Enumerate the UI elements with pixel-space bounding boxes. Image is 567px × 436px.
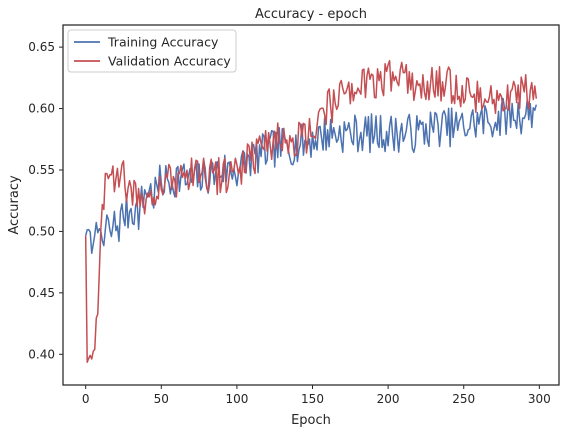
x-tick-label: 100 (225, 392, 248, 406)
x-tick-label: 150 (301, 392, 324, 406)
legend-label: Validation Accuracy (108, 54, 231, 69)
y-tick-label: 0.45 (28, 286, 55, 300)
x-axis-label: Epoch (291, 413, 331, 428)
y-tick-label: 0.65 (28, 40, 55, 54)
x-tick-label: 50 (154, 392, 169, 406)
series-layer (84, 59, 538, 363)
chart-title: Accuracy - epoch (255, 7, 367, 22)
x-tick-label: 200 (377, 392, 400, 406)
x-tick-label: 300 (528, 392, 551, 406)
y-axis-label: Accuracy (7, 175, 22, 235)
x-axis: 0 50 100 150 200 250 300 (82, 385, 551, 406)
plot-frame (62, 24, 560, 386)
x-tick-label: 0 (82, 392, 90, 406)
legend-box (67, 29, 237, 73)
legend: Training Accuracy Validation Accuracy (67, 29, 237, 73)
x-tick-label: 250 (452, 392, 475, 406)
legend-label: Training Accuracy (107, 35, 219, 50)
series-line-training (84, 97, 538, 254)
y-tick-label: 0.60 (28, 102, 55, 116)
series-line-validation (84, 59, 538, 363)
y-tick-label: 0.50 (28, 224, 55, 238)
y-tick-label: 0.40 (28, 347, 55, 361)
y-axis: 0.40 0.45 0.50 0.55 0.60 0.65 (28, 40, 63, 361)
y-tick-label: 0.55 (28, 163, 55, 177)
